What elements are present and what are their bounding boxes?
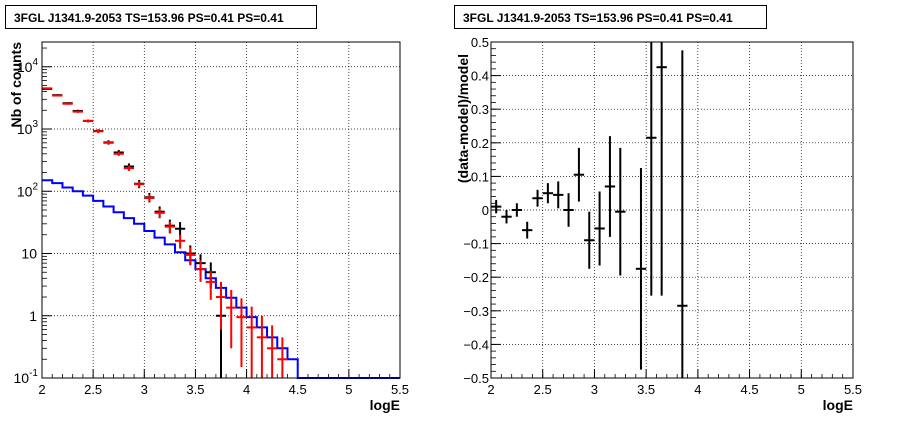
- left-y-tick-label: 1: [29, 308, 37, 324]
- right-x-tick-label: 2.5: [534, 382, 552, 397]
- left-x-tick-label: 2.5: [84, 382, 102, 397]
- left-plot: 2 2.5 3 3.5 4 4.5 5 5.5 10-1 1 10 102 103 104 logE Nb o…: [8, 41, 409, 413]
- left-y-tick-label: 10-1: [14, 368, 39, 386]
- left-y-tick-label: 103: [17, 119, 39, 137]
- left-y-tick-label: 102: [17, 181, 39, 199]
- right-y-tick-label: 0.1: [471, 169, 489, 184]
- right-y-axis-label: (data-model)/model: [455, 54, 471, 183]
- left-chart-title: 3FGL J1341.9-2053 TS=153.96 PS=0.41 PS=0…: [5, 5, 317, 29]
- left-x-tick-label: 3: [141, 382, 148, 397]
- right-x-tick-label: 4: [694, 382, 701, 397]
- right-x-tick-label: 5.5: [844, 382, 862, 397]
- right-chart-title: 3FGL J1341.9-2053 TS=153.96 PS=0.41 PS=0…: [454, 5, 767, 29]
- right-plot-frame: [490, 41, 854, 379]
- left-x-tick-label: 5.5: [391, 382, 409, 397]
- left-x-tick-label: 3.5: [186, 382, 204, 397]
- right-y-tick-label: 0: [482, 203, 489, 218]
- right-plot: 2 2.5 3 3.5 4 4.5 5 5.5 −0.5 −0.4 −0.3 −0.2 −0.1 0 0.1…: [455, 35, 862, 413]
- right-y-tick-label: −0.2: [463, 270, 489, 285]
- left-x-axis-label: logE: [370, 397, 400, 413]
- right-y-tick-label: 0.4: [471, 69, 489, 84]
- right-x-tick-label: 3.5: [637, 382, 655, 397]
- right-y-tick-label: −0.4: [463, 337, 489, 352]
- left-y-tick-label: 10: [21, 246, 37, 262]
- right-x-tick-label: 2: [487, 382, 494, 397]
- right-y-tick-label: 0.2: [471, 136, 489, 151]
- left-x-tick-label: 2: [38, 382, 45, 397]
- right-y-tick-label: −0.3: [463, 304, 489, 319]
- left-x-tick-label: 4: [243, 382, 250, 397]
- right-x-axis-label: logE: [823, 397, 853, 413]
- left-y-axis-label: Nb of counts: [8, 42, 24, 128]
- left-x-tick-label: 4.5: [289, 382, 307, 397]
- left-x-tick-label: 5: [345, 382, 352, 397]
- right-y-tick-label: −0.5: [463, 371, 489, 386]
- right-y-tick-label: 0.5: [471, 35, 489, 50]
- left-plot-frame: [41, 41, 401, 379]
- right-y-tick-label: −0.1: [463, 237, 489, 252]
- right-x-tick-label: 3: [591, 382, 598, 397]
- right-x-tick-label: 5: [798, 382, 805, 397]
- left-y-tick-label: 104: [17, 57, 39, 75]
- right-y-tick-label: 0.3: [471, 102, 489, 117]
- right-x-tick-label: 4.5: [741, 382, 759, 397]
